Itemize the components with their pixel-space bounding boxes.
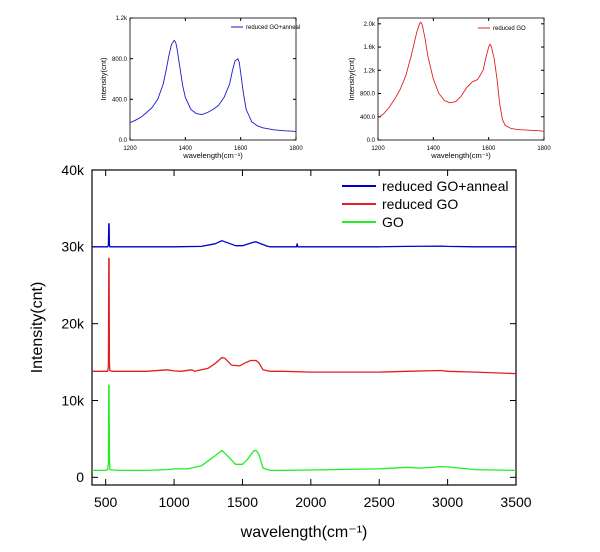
main-x-tick-label: 1500 (227, 494, 258, 510)
inset-left-x-axis-label: wavelength(cm⁻¹) (182, 151, 243, 160)
inset-left-x-tick-label: 1200 (123, 146, 137, 152)
main-x-tick-label: 3500 (500, 494, 531, 510)
inset-right-y-tick-label: 800.0 (360, 92, 376, 98)
main-series-line-3 (92, 384, 516, 472)
inset-right-x-tick-label: 1600 (482, 146, 496, 152)
main-y-tick-label: 30k (61, 239, 85, 255)
inset-right-plot-frame (377, 17, 545, 141)
inset-left-plot-frame (129, 17, 297, 141)
main-legend-label: reduced GO+anneal (382, 178, 508, 194)
inset-right-y-tick-label: 400.0 (360, 115, 376, 121)
inset-right-y-tick-label: 1.6k (364, 45, 376, 51)
main-legend-label: reduced GO (382, 196, 458, 212)
inset-left-chart: 1200 1400 1600 1800 0.0 400.0 800.0 1.2k wavelen… (99, 16, 303, 160)
main-x-tick-label: 1000 (158, 494, 189, 510)
inset-left-x-tick-label: 1600 (234, 146, 248, 152)
main-series-line-2 (92, 257, 516, 375)
main-plot-frame (91, 169, 517, 486)
main-y-tick-label: 10k (61, 392, 85, 408)
inset-right-chart: 1200 1400 1600 1800 0.0 400.0 800.0 1.2k 1.6k 2.0… (347, 17, 551, 160)
main-y-tick-label: 20k (61, 316, 85, 332)
main-x-tick-label: 2500 (364, 494, 395, 510)
inset-right-legend-label: reduced GO (493, 26, 526, 32)
inset-left-series-line-1 (130, 39, 296, 132)
inset-left-y-tick-label: 800.0 (112, 57, 128, 63)
inset-right-y-tick-label: 0.0 (367, 138, 376, 144)
inset-right-x-tick-label: 1200 (371, 146, 385, 152)
inset-left-legend-label: reduced GO+anneal (246, 25, 300, 31)
main-chart: 500 1000 1500 2000 2500 3000 3500 0 10k 20k 30k 40k… (29, 162, 532, 541)
main-x-tick-label: 500 (94, 494, 118, 510)
inset-right-y-tick-label: 1.2k (364, 68, 376, 74)
main-y-tick-label: 40k (61, 162, 85, 178)
inset-left-y-tick-label: 400.0 (112, 97, 128, 103)
main-series-line-1 (92, 223, 516, 248)
inset-right-x-tick-label: 1400 (427, 146, 441, 152)
main-x-tick-label: 3000 (432, 494, 463, 510)
main-y-tick-label: 0 (76, 469, 84, 485)
inset-left-y-tick-label: 1.2k (116, 16, 128, 22)
inset-left-x-tick-label: 1800 (289, 146, 303, 152)
inset-right-series-line-1 (378, 21, 544, 132)
inset-right-y-axis-label: Intensity(cnt) (347, 57, 356, 100)
inset-left-y-tick-label: 0.0 (119, 138, 128, 144)
inset-left-x-tick-label: 1400 (179, 146, 193, 152)
inset-right-x-tick-label: 1800 (537, 146, 551, 152)
main-y-axis-label: Intensity(cnt) (29, 282, 46, 374)
inset-right-y-tick-label: 2.0k (364, 22, 376, 28)
inset-left-y-axis-label: Intensity(cnt) (99, 57, 108, 100)
main-legend-label: GO (382, 214, 404, 230)
main-x-axis-label: wavelength(cm⁻¹) (240, 524, 368, 541)
inset-right-x-axis-label: wavelength(cm⁻¹) (430, 151, 491, 160)
main-x-tick-label: 2000 (295, 494, 326, 510)
